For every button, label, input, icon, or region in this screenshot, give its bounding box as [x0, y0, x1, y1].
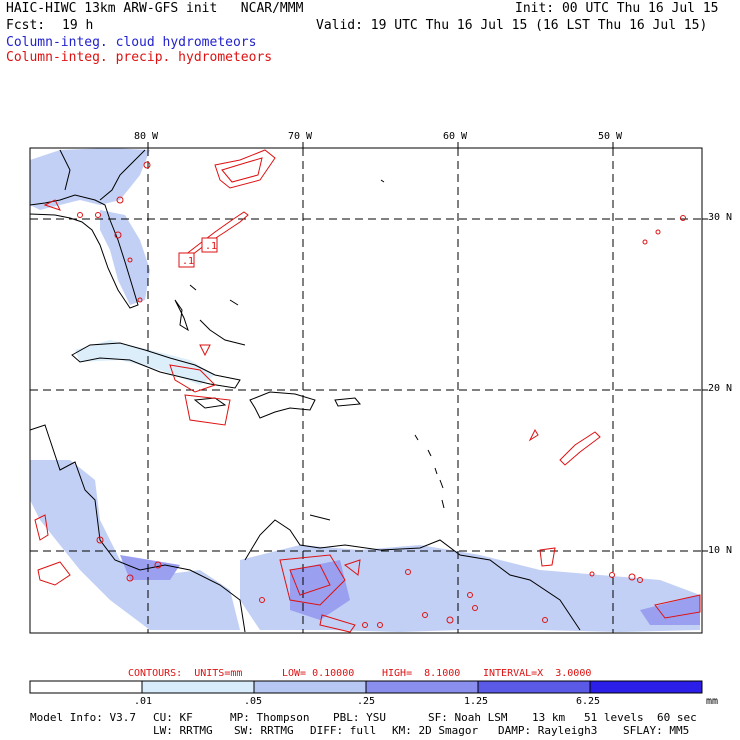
lon-label-80w: 80 W [134, 131, 159, 142]
lat-label-30n: 30 N [708, 212, 733, 223]
valid-time: Valid: 19 UTC Thu 16 Jul 15 (16 LST Thu … [316, 18, 708, 33]
colorbar-swatch [253, 680, 367, 694]
surface-layer-scheme: SFLAY: MM5 [623, 724, 690, 737]
field-cloud-hydrometeors: Column-integ. cloud hydrometeors [6, 35, 257, 50]
coastlines [29, 149, 581, 633]
timestep: 60 sec [657, 711, 697, 724]
km-option: KM: 2D Smagor [392, 724, 479, 737]
damping-option: DAMP: Rayleigh3 [498, 724, 598, 737]
model-info: Model Info: V3.7 [30, 711, 136, 724]
colorbar-label: 6.25 [576, 696, 601, 707]
contour-units: CONTOURS: UNITS=mm [128, 668, 243, 679]
lon-label-60w: 60 W [443, 131, 468, 142]
contour-interval: INTERVAL=X 3.0000 [483, 668, 592, 679]
microphysics-scheme: MP: Thompson [230, 711, 310, 724]
diffusion-option: DIFF: full [310, 724, 377, 737]
cumulus-scheme: CU: KF [153, 711, 193, 724]
colorbar-label: .05 [244, 696, 263, 707]
resolution: 13 km [532, 711, 566, 724]
lon-label-70w: 70 W [288, 131, 313, 142]
colorbar-swatch [477, 680, 591, 694]
precip-contours [34, 149, 701, 633]
colorbar-label: .01 [134, 696, 153, 707]
contour-label: .1 [182, 256, 194, 267]
contour-high: HIGH= 8.1000 [382, 668, 461, 679]
longwave-scheme: LW: RRTMG [153, 724, 213, 737]
colorbar-swatch [29, 680, 143, 694]
forecast-hour: 19 h [62, 18, 94, 33]
contour-label-boxes [178, 237, 218, 268]
colorbar-units: mm [706, 696, 719, 707]
contour-low: LOW= 0.10000 [282, 668, 355, 679]
colorbar-swatch [589, 680, 703, 694]
model-title: HAIC-HIWC 13km ARW-GFS init NCAR/MMM [6, 1, 304, 16]
forecast-label: Fcst: [6, 18, 46, 33]
colorbar-label: 1.25 [464, 696, 489, 707]
surface-scheme: SF: Noah LSM [428, 711, 508, 724]
lat-label-10n: 10 N [708, 545, 733, 556]
lat-lon-grid [30, 148, 702, 633]
colorbar-swatch [365, 680, 479, 694]
contour-label: .1 [205, 241, 217, 252]
field-precip-hydrometeors: Column-integ. precip. hydrometeors [6, 50, 273, 65]
pbl-scheme: PBL: YSU [333, 711, 386, 724]
colorbar-swatch [141, 680, 255, 694]
shortwave-scheme: SW: RRTMG [234, 724, 294, 737]
cloud-shading [30, 148, 700, 632]
colorbar [29, 680, 703, 694]
vertical-levels: 51 levels [584, 711, 644, 724]
colorbar-label: .25 [357, 696, 376, 707]
frame-ticks [147, 142, 708, 552]
lat-label-20n: 20 N [708, 383, 733, 394]
lon-label-50w: 50 W [598, 131, 623, 142]
init-time: Init: 00 UTC Thu 16 Jul 15 [515, 1, 719, 16]
